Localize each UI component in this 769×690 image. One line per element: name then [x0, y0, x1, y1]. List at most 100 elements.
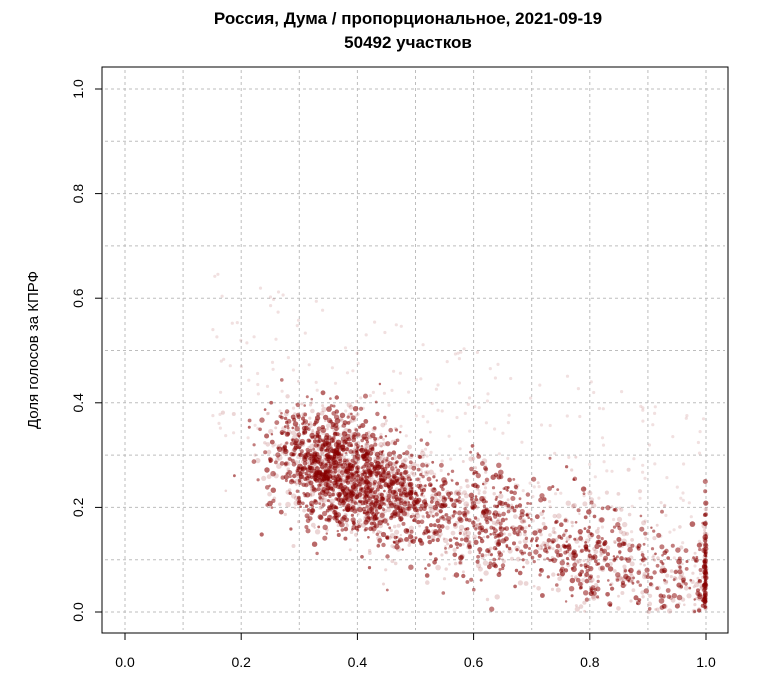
- data-point: [596, 526, 600, 530]
- data-point: [443, 479, 448, 485]
- data-point: [313, 450, 319, 456]
- data-point: [428, 482, 433, 488]
- data-point: [543, 557, 547, 561]
- data-point: [552, 513, 557, 519]
- data-point: [399, 533, 403, 537]
- data-point: [494, 539, 500, 545]
- data-point: [576, 558, 582, 564]
- data-point: [453, 561, 458, 566]
- data-point: [454, 520, 459, 525]
- data-point: [379, 483, 383, 487]
- data-point: [404, 501, 410, 507]
- data-point: [464, 527, 468, 531]
- data-point: [429, 507, 435, 514]
- data-point: [469, 498, 473, 502]
- data-point: [309, 471, 312, 474]
- data-point: [487, 553, 491, 556]
- data-point: [463, 537, 469, 543]
- data-point: [371, 426, 377, 432]
- data-point: [294, 452, 297, 455]
- data-point: [304, 458, 308, 461]
- data-point: [289, 451, 295, 457]
- data-point: [341, 444, 345, 448]
- data-point: [345, 480, 351, 485]
- data-point: [542, 541, 545, 544]
- data-point: [303, 442, 306, 445]
- data-point: [476, 563, 482, 569]
- data-point: [367, 551, 372, 555]
- data-point: [356, 493, 359, 497]
- data-point: [402, 495, 405, 498]
- data-point: [637, 489, 643, 494]
- data-point: [699, 586, 705, 591]
- data-point: [299, 505, 302, 509]
- data-point: [375, 487, 380, 492]
- data-point: [308, 403, 313, 407]
- data-point: [335, 425, 340, 430]
- data-point: [648, 593, 653, 599]
- data-point: [432, 496, 439, 503]
- data-point: [446, 542, 450, 546]
- data-point: [445, 518, 451, 524]
- data-point: [339, 522, 344, 527]
- data-point: [428, 510, 433, 514]
- data-point: [324, 466, 328, 470]
- data-point: [373, 494, 379, 501]
- data-point: [322, 497, 325, 501]
- data-point: [384, 499, 388, 503]
- grid-lines: [105, 70, 725, 630]
- data-point: [390, 491, 396, 497]
- data-point: [574, 604, 578, 608]
- data-point: [494, 522, 498, 526]
- data-point: [332, 492, 336, 497]
- data-point: [330, 502, 334, 506]
- data-point: [359, 454, 364, 459]
- data-point: [349, 530, 354, 534]
- data-point: [371, 501, 375, 505]
- data-point: [296, 466, 300, 471]
- data-point: [616, 492, 621, 496]
- data-point: [536, 481, 540, 485]
- data-point: [548, 533, 552, 537]
- data-point: [444, 550, 449, 555]
- data-point: [458, 524, 465, 531]
- data-point: [480, 509, 486, 516]
- data-point: [571, 524, 574, 528]
- data-point: [344, 491, 348, 495]
- data-point: [350, 465, 355, 470]
- data-point: [368, 460, 372, 464]
- data-point: [314, 471, 320, 476]
- data-point: [370, 489, 376, 495]
- data-point: [356, 470, 362, 476]
- data-point: [411, 486, 415, 489]
- data-point: [482, 496, 487, 501]
- data-point: [337, 445, 342, 450]
- data-point: [653, 558, 657, 562]
- data-point: [525, 513, 529, 517]
- data-point: [450, 478, 453, 481]
- data-point: [444, 504, 447, 507]
- data-point: [360, 500, 366, 506]
- data-point: [344, 475, 350, 480]
- data-points: [211, 272, 709, 615]
- data-point: [574, 575, 578, 580]
- data-point: [626, 467, 631, 472]
- data-point: [272, 496, 277, 501]
- data-point: [502, 550, 505, 553]
- data-point: [344, 447, 348, 451]
- data-point: [418, 480, 422, 483]
- data-point: [441, 515, 445, 519]
- data-point: [408, 496, 412, 500]
- data-point: [324, 453, 330, 458]
- data-point: [348, 465, 355, 472]
- data-point: [282, 445, 287, 449]
- data-point: [680, 580, 685, 586]
- data-point: [398, 504, 401, 508]
- data-point: [385, 521, 388, 525]
- data-point: [411, 513, 415, 517]
- data-point: [364, 442, 368, 446]
- data-point: [351, 472, 355, 476]
- data-point: [350, 503, 356, 509]
- data-point: [703, 594, 707, 598]
- data-point: [408, 495, 414, 500]
